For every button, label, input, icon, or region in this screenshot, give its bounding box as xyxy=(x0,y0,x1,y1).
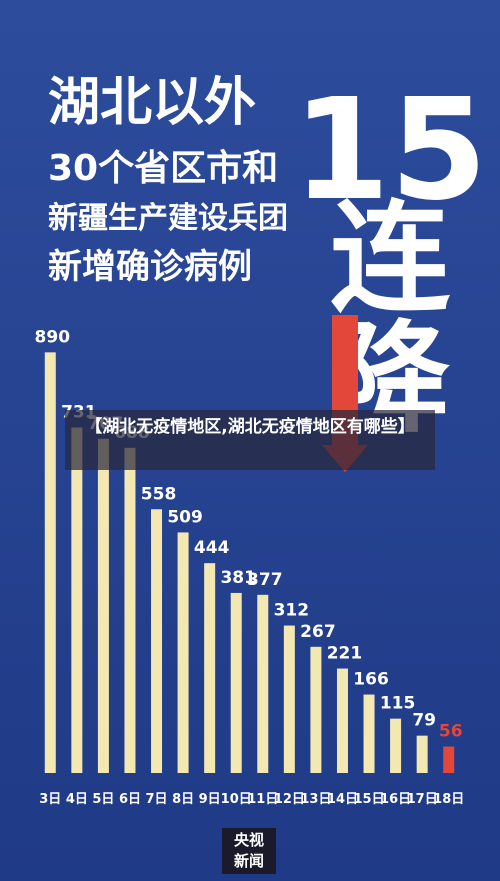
value-label: 444 xyxy=(194,538,230,558)
bar xyxy=(443,746,455,773)
bar xyxy=(230,592,242,773)
value-label: 381 xyxy=(220,568,256,588)
x-tick-label: 15日 xyxy=(353,792,384,807)
title-line: 新增确诊病例 xyxy=(48,247,252,287)
bar xyxy=(177,532,189,773)
value-label: 166 xyxy=(353,670,389,690)
bar xyxy=(44,352,56,773)
headline: 15 xyxy=(293,69,488,232)
value-label: 56 xyxy=(439,722,463,742)
overlay-caption: 【湖北无疫情地区,湖北无疫情地区有哪些】 xyxy=(65,410,435,470)
bar xyxy=(204,563,216,773)
x-tick-label: 6日 xyxy=(119,792,141,807)
x-tick-label: 17日 xyxy=(407,792,438,807)
x-tick-label: 14日 xyxy=(327,792,358,807)
logo-text: 央视 xyxy=(234,831,264,849)
bar xyxy=(71,427,83,773)
bar xyxy=(336,668,348,773)
x-tick-label: 9日 xyxy=(199,792,221,807)
value-label: 79 xyxy=(412,711,436,731)
value-label: 221 xyxy=(327,644,363,664)
x-tick-label: 5日 xyxy=(92,792,114,807)
bar xyxy=(97,438,109,773)
x-tick-label: 18日 xyxy=(433,792,464,807)
bar xyxy=(257,594,269,773)
logo-box xyxy=(222,828,276,874)
title-line: 新疆生产建设兵团 xyxy=(48,201,288,236)
value-label: 115 xyxy=(380,694,416,714)
x-tick-label: 11日 xyxy=(247,792,278,807)
title-line: 30个省区市和 xyxy=(48,148,278,189)
bar xyxy=(416,735,428,773)
value-label: 267 xyxy=(300,622,336,642)
x-tick-label: 4日 xyxy=(66,792,88,807)
headline: 连 xyxy=(330,190,451,329)
x-tick-label: 8日 xyxy=(172,792,194,807)
bar xyxy=(151,509,163,773)
value-label: 558 xyxy=(141,484,177,504)
value-label: 312 xyxy=(274,601,310,621)
bar xyxy=(363,694,375,773)
value-label: 509 xyxy=(167,507,203,527)
value-label: 890 xyxy=(35,327,71,347)
bar xyxy=(390,718,402,773)
logo-text: 新闻 xyxy=(234,852,264,870)
title-line: 湖北以外 xyxy=(48,73,256,133)
x-tick-label: 13日 xyxy=(300,792,331,807)
x-tick-label: 12日 xyxy=(274,792,305,807)
value-label: 377 xyxy=(247,570,283,590)
x-tick-label: 16日 xyxy=(380,792,411,807)
bar xyxy=(124,447,136,773)
x-tick-label: 10日 xyxy=(221,792,252,807)
x-tick-label: 3日 xyxy=(39,792,61,807)
bar xyxy=(283,625,295,773)
bar xyxy=(310,646,322,773)
x-tick-label: 7日 xyxy=(146,792,168,807)
